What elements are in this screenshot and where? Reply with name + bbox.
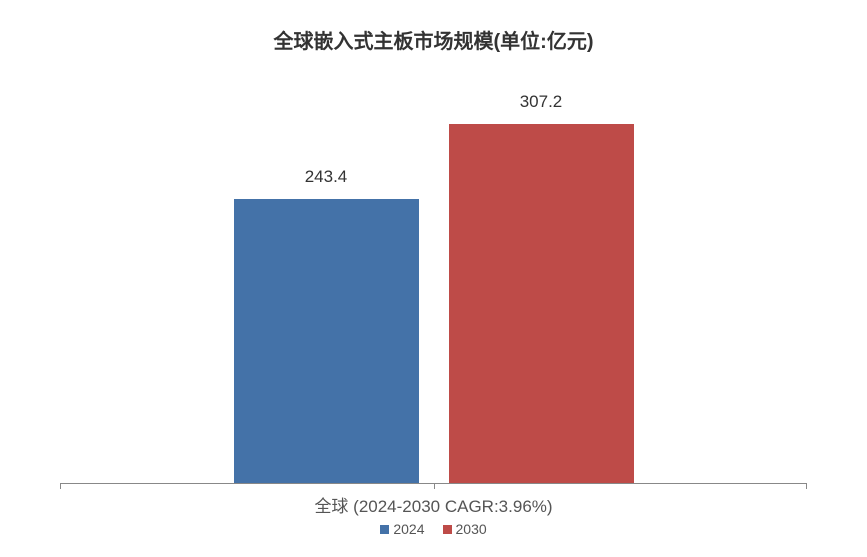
bar-group-0: 243.4 (234, 167, 419, 484)
legend-label-1: 2030 (456, 521, 487, 537)
bars-wrapper: 243.4 307.2 (60, 64, 807, 484)
legend-item-1: 2030 (443, 521, 487, 537)
chart-title: 全球嵌入式主板市场规模(单位:亿元) (0, 0, 867, 64)
legend-swatch-0 (380, 525, 389, 534)
legend: 2024 2030 (0, 517, 867, 557)
tick-mark-right (806, 484, 807, 489)
legend-label-0: 2024 (393, 521, 424, 537)
bar-1 (449, 124, 634, 484)
bar-0 (234, 199, 419, 484)
legend-swatch-1 (443, 525, 452, 534)
tick-mark-left (60, 484, 61, 489)
plot-area: 243.4 307.2 (60, 64, 807, 484)
bar-group-1: 307.2 (449, 92, 634, 484)
legend-item-0: 2024 (380, 521, 424, 537)
tick-mark-center (434, 484, 435, 489)
chart-container: 全球嵌入式主板市场规模(单位:亿元) 243.4 307.2 全球 (2024-… (0, 0, 867, 557)
bar-value-label-0: 243.4 (305, 167, 348, 187)
bar-value-label-1: 307.2 (520, 92, 563, 112)
